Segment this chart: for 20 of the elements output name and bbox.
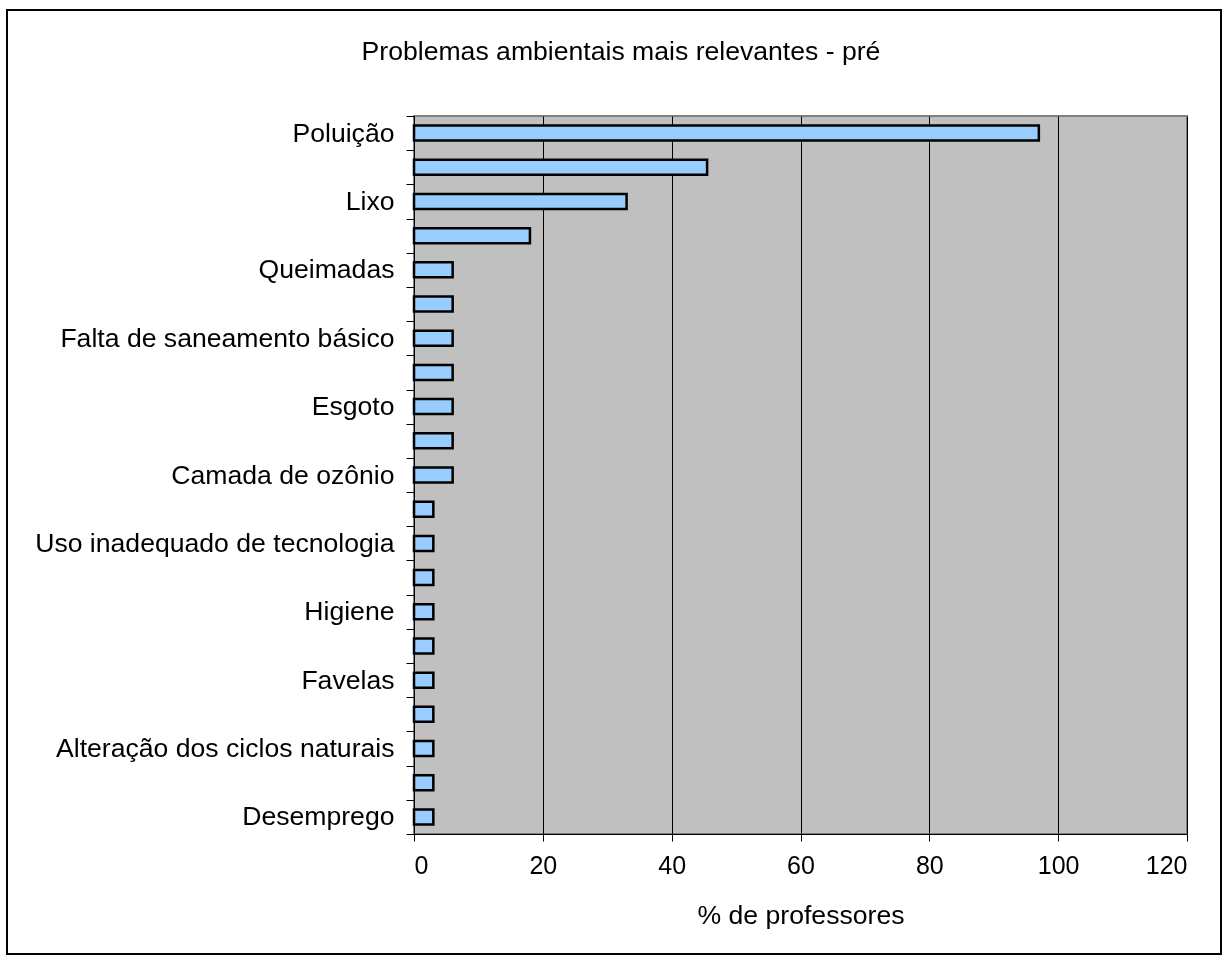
y-tick-label: Uso inadequado de tecnologia — [35, 527, 395, 558]
x-tick-label: 100 — [1037, 850, 1080, 879]
y-tick-label: Falta de saneamento básico — [60, 322, 395, 353]
y-tick-label: Favelas — [301, 664, 395, 695]
y-tick-label: Esgoto — [311, 391, 395, 422]
x-axis-title: % de professores — [697, 899, 905, 930]
x-tick-label: 80 — [915, 850, 944, 879]
x-tick-label: 60 — [787, 850, 815, 879]
y-tick-label: Desemprego — [242, 801, 395, 832]
y-tick-label: Poluição — [292, 117, 395, 148]
y-tick-label: Alteração dos ciclos naturais — [56, 733, 395, 764]
chart-title: Problemas ambientais mais relevantes - pré — [361, 36, 881, 66]
y-tick-label: Higiene — [304, 596, 395, 627]
y-tick-label: Queimadas — [258, 254, 395, 285]
x-tick-label: 40 — [658, 850, 687, 879]
y-tick-label: Camada de ozônio — [171, 459, 395, 490]
x-tick-label: 120 — [1145, 850, 1188, 879]
x-tick-label: 20 — [529, 850, 558, 879]
y-tick-label: Lixo — [345, 185, 395, 216]
x-tick-label: 0 — [414, 850, 429, 879]
